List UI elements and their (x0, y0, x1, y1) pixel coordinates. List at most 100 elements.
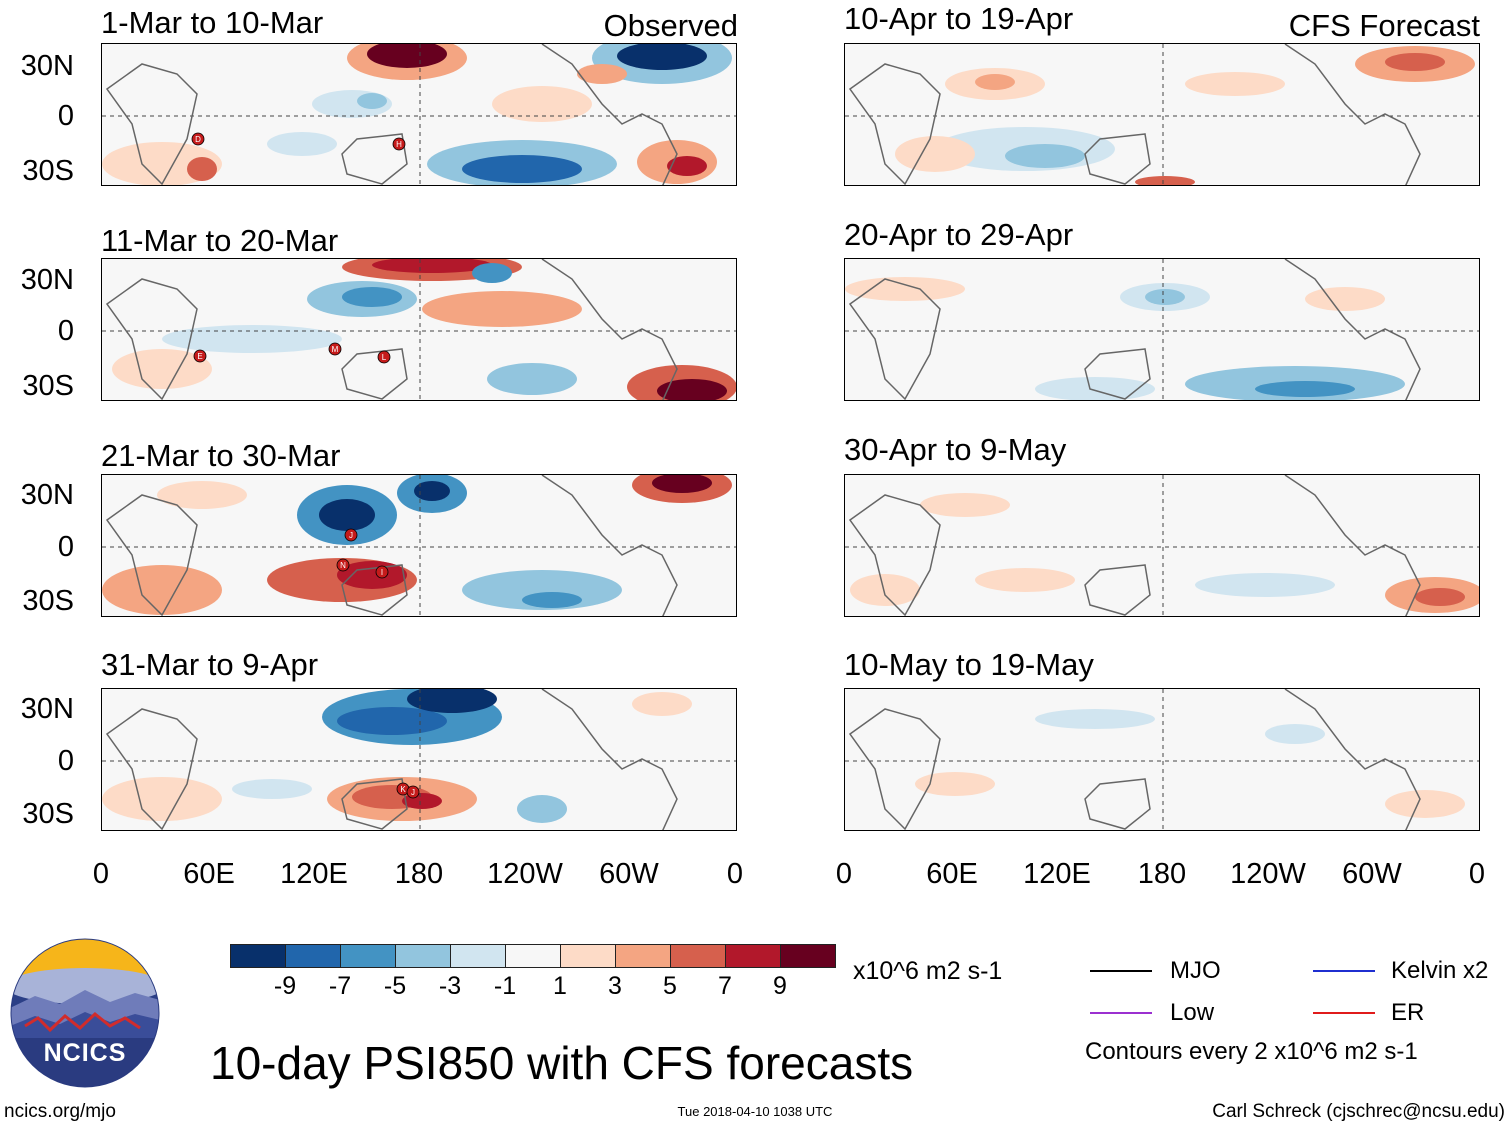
legend-line-kelvin (1313, 970, 1375, 972)
storm-label: N (340, 561, 346, 570)
lat-label-30s: 30S (22, 370, 74, 402)
storm-label: J (411, 788, 415, 797)
colorbar-units: x10^6 m2 s-1 (853, 957, 1003, 985)
colorbar-swatch (560, 944, 616, 968)
legend-line-low (1090, 1012, 1152, 1014)
lat-label-eq: 0 (57, 100, 74, 132)
colorbar-tick-label: -1 (493, 972, 517, 1000)
map-panel-fcst-1 (844, 43, 1480, 186)
lon-label-fcst-180: 180 (1137, 858, 1187, 890)
storm-label: L (382, 353, 387, 362)
legend-label-kelvin: Kelvin x2 (1391, 957, 1489, 984)
storm-label: M (332, 345, 339, 354)
ncics-logo: NCICS (10, 938, 160, 1088)
panel-title-obs-3: 21-Mar to 30-Mar (101, 438, 341, 473)
legend-label-mjo: MJO (1170, 957, 1221, 984)
map-panel-fcst-4 (844, 688, 1480, 831)
storm-marker (336, 558, 350, 572)
colorbar-swatch (450, 944, 506, 968)
observed-label: Observed (603, 8, 738, 43)
author-credit: Carl Schreck (cjschrec@ncsu.edu) (1212, 1101, 1505, 1122)
colorbar-swatch (505, 944, 561, 968)
map-panel-fcst-2 (844, 258, 1480, 401)
storm-marker (328, 342, 342, 356)
lon-label-obs-0-end: 0 (726, 858, 744, 890)
colorbar-swatch (395, 944, 451, 968)
legend-label-er: ER (1391, 999, 1425, 1026)
map-panel-fcst-3 (844, 474, 1480, 617)
colorbar-swatch (230, 944, 286, 968)
lat-label-eq: 0 (57, 745, 74, 777)
lon-label-fcst-120e: 120E (1023, 858, 1091, 890)
storm-label: D (195, 135, 201, 144)
storm-label: K (400, 785, 406, 794)
lon-label-fcst-120w: 120W (1230, 858, 1306, 890)
colorbar-tick-label: -3 (438, 972, 462, 1000)
lat-label-30n: 30N (20, 264, 74, 296)
lat-label-30n: 30N (20, 479, 74, 511)
lon-label-obs-60w: 60W (599, 858, 659, 890)
map-panel-obs-3: J N I (101, 474, 737, 617)
storm-marker (392, 137, 406, 151)
storm-label: I (381, 568, 383, 577)
colorbar-tick-label: 7 (718, 972, 732, 1000)
colorbar-tick-label: 3 (608, 972, 622, 1000)
timestamp: Tue 2018-04-10 1038 UTC (677, 1104, 833, 1119)
storm-label: H (396, 140, 402, 149)
colorbar-tick-label: -7 (328, 972, 352, 1000)
lat-label-30n: 30N (20, 693, 74, 725)
storm-marker (375, 565, 389, 579)
colorbar-tick-label: 9 (773, 972, 787, 1000)
lon-label-obs-60e: 60E (183, 858, 235, 890)
lon-label-obs-120e: 120E (280, 858, 348, 890)
storm-marker (191, 132, 205, 146)
panel-title-fcst-2: 20-Apr to 29-Apr (844, 217, 1074, 252)
lat-label-30s: 30S (22, 155, 74, 187)
legend-line-mjo (1090, 970, 1152, 972)
lon-label-obs-120w: 120W (487, 858, 563, 890)
colorbar-tick-label: -9 (273, 972, 297, 1000)
website-link[interactable]: ncics.org/mjo (4, 1101, 116, 1122)
lon-label-fcst-60w: 60W (1342, 858, 1402, 890)
lon-label-obs-0: 0 (92, 858, 110, 890)
colorbar-tick-label: 5 (663, 972, 677, 1000)
colorbar-tick-label: 1 (553, 972, 567, 1000)
legend-line-er (1313, 1012, 1375, 1014)
contour-note: Contours every 2 x10^6 m2 s-1 (1085, 1038, 1418, 1065)
lat-label-eq: 0 (57, 315, 74, 347)
lat-label-eq: 0 (57, 531, 74, 563)
panel-title-obs-1: 1-Mar to 10-Mar (101, 5, 324, 40)
storm-marker (344, 528, 358, 542)
lon-label-fcst-0: 0 (835, 858, 853, 890)
storm-marker (406, 785, 420, 799)
panel-title-obs-4: 31-Mar to 9-Apr (101, 647, 319, 682)
figure-title: 10-day PSI850 with CFS forecasts (210, 1037, 914, 1089)
colorbar-swatch (780, 944, 836, 968)
lon-label-fcst-60e: 60E (926, 858, 978, 890)
storm-marker (377, 350, 391, 364)
storm-label: J (349, 531, 353, 540)
storm-label: E (197, 352, 202, 361)
storm-marker (193, 349, 207, 363)
panel-title-fcst-4: 10-May to 19-May (844, 647, 1094, 682)
colorbar-swatch (615, 944, 671, 968)
logo-text: NCICS (43, 1039, 127, 1067)
colorbar-swatch (670, 944, 726, 968)
legend-label-low: Low (1170, 999, 1215, 1026)
panel-title-fcst-3: 30-Apr to 9-May (844, 432, 1067, 467)
colorbar-swatch (725, 944, 781, 968)
lat-label-30n: 30N (20, 50, 74, 82)
colorbar-tick-label: -5 (383, 972, 407, 1000)
lon-label-obs-180: 180 (394, 858, 444, 890)
panel-title-fcst-1: 10-Apr to 19-Apr (844, 1, 1074, 36)
colorbar-swatch (285, 944, 341, 968)
lat-label-30s: 30S (22, 585, 74, 617)
lat-label-30s: 30S (22, 798, 74, 830)
forecast-label: CFS Forecast (1288, 8, 1480, 43)
panel-title-obs-2: 11-Mar to 20-Mar (101, 223, 339, 258)
lon-label-fcst-0-end: 0 (1468, 858, 1486, 890)
colorbar-swatch (340, 944, 396, 968)
